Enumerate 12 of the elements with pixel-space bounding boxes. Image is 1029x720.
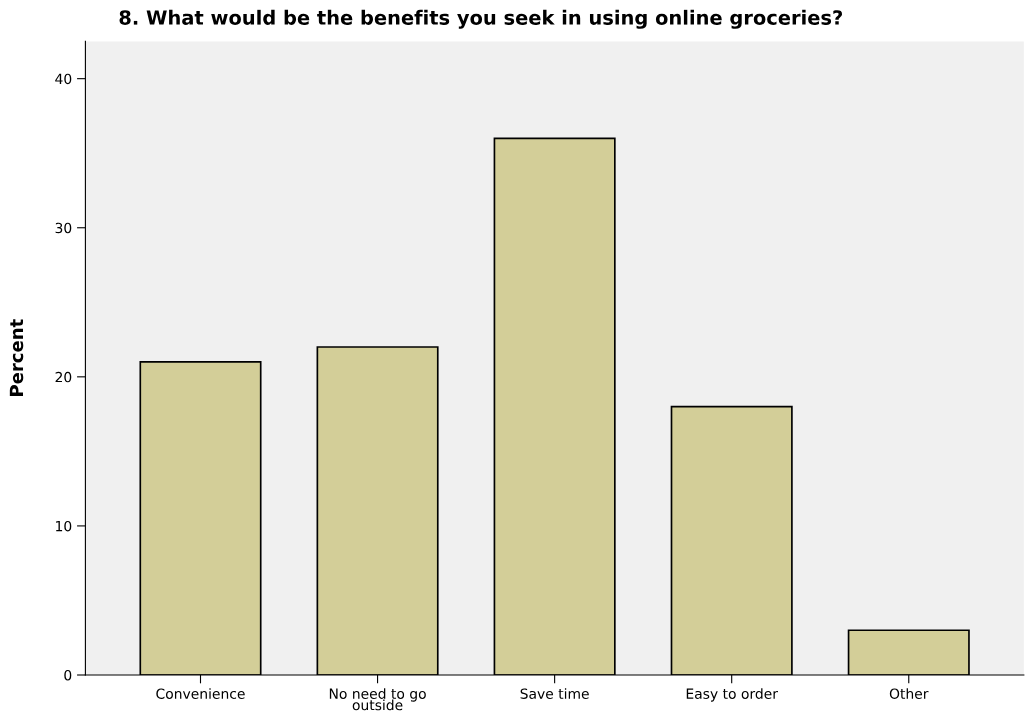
y-tick-label: 30	[55, 222, 72, 234]
y-tick-label: 20	[55, 371, 72, 383]
x-tick-label: Convenience	[156, 688, 245, 699]
x-tick-label: Other	[889, 688, 929, 699]
y-axis-title: Percent	[9, 319, 24, 396]
y-tick-label: 40	[55, 73, 72, 85]
x-tick-label: Easy to order	[686, 688, 778, 702]
y-tick-label: 10	[56, 520, 72, 532]
x-tick-label: Save time	[520, 688, 589, 699]
y-tick-label: 0	[64, 669, 72, 681]
chart-title: 8. What would be the benefits you seek in using online groceries?	[119, 9, 843, 29]
x-tick-label: No need to go outside	[329, 688, 426, 711]
